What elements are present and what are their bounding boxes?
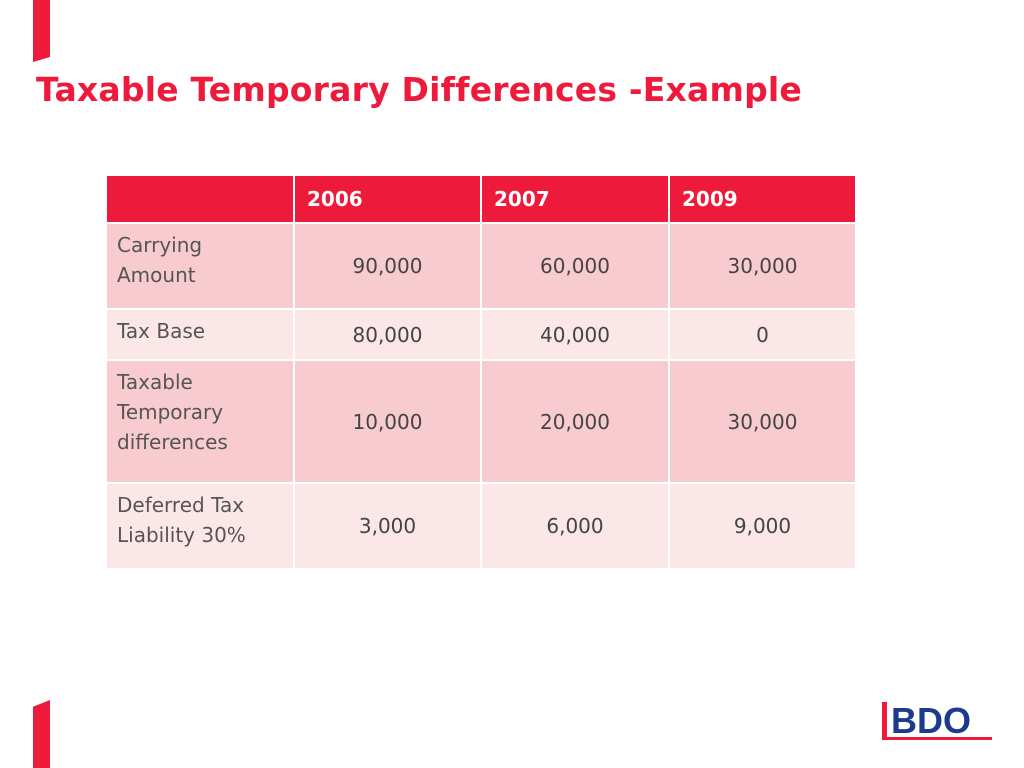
table-header-row: 2006 2007 2009 [105, 174, 857, 224]
bdo-logo: BDO [882, 700, 992, 741]
table-cell: 40,000 [480, 308, 670, 361]
header-cell-empty [105, 174, 295, 224]
logo-text: BDO [891, 700, 971, 741]
table-cell: 0 [668, 308, 857, 361]
table-cell: 20,000 [480, 359, 670, 484]
table-row: Tax Base 80,000 40,000 0 [105, 308, 857, 361]
table-row: Taxable Temporary differences 10,000 20,… [105, 359, 857, 484]
table-cell: 6,000 [480, 482, 670, 570]
table-row: Carrying Amount 90,000 60,000 30,000 [105, 222, 857, 310]
row-label-deferred-tax-liability: Deferred Tax Liability 30% [105, 482, 295, 570]
table-row: Deferred Tax Liability 30% 3,000 6,000 9… [105, 482, 857, 570]
header-cell-2006: 2006 [293, 174, 482, 224]
table-cell: 80,000 [293, 308, 482, 361]
table-cell: 9,000 [668, 482, 857, 570]
table-cell: 3,000 [293, 482, 482, 570]
table-cell: 30,000 [668, 222, 857, 310]
header-cell-2007: 2007 [480, 174, 670, 224]
bottom-accent-bar [33, 700, 50, 768]
top-accent-bar [33, 0, 50, 62]
table-cell: 10,000 [293, 359, 482, 484]
row-label-carrying-amount: Carrying Amount [105, 222, 295, 310]
slide-title: Taxable Temporary Differences -Example [36, 70, 803, 109]
logo-underline [882, 737, 992, 740]
differences-table: 2006 2007 2009 Carrying Amount 90,000 60… [105, 174, 857, 570]
header-cell-2009: 2009 [668, 174, 857, 224]
table-cell: 60,000 [480, 222, 670, 310]
table-cell: 90,000 [293, 222, 482, 310]
row-label-taxable-temporary-differences: Taxable Temporary differences [105, 359, 295, 484]
table-cell: 30,000 [668, 359, 857, 484]
logo-bar [882, 702, 887, 740]
row-label-tax-base: Tax Base [105, 308, 295, 361]
